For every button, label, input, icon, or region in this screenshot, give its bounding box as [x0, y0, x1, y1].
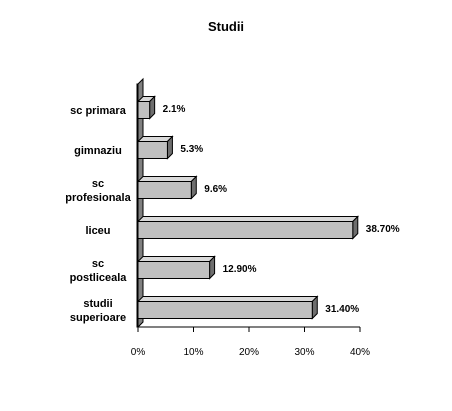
bar: [137, 141, 168, 159]
bar-top: [136, 216, 359, 222]
category-label-line: superioare: [70, 312, 126, 324]
category-label-line: sc: [92, 258, 104, 270]
category-label-line: profesionala: [65, 192, 131, 204]
bar: [137, 221, 354, 239]
category-labels: 2.1% sc primara 5.3% gimnaziu 9.6% sc profesio…: [65, 104, 400, 324]
x-tick-label: 40%: [350, 347, 370, 358]
bar: [137, 181, 192, 199]
data-label: 5.3%: [180, 144, 203, 155]
bars: [136, 95, 359, 320]
category-label-line: gimnaziu: [74, 145, 122, 157]
bar: [137, 261, 211, 279]
data-label: 2.1%: [163, 104, 186, 115]
category-label-line: sc primara: [70, 105, 127, 117]
bar-top: [136, 256, 216, 262]
data-label: 31.40%: [325, 304, 359, 315]
category-label-line: liceu: [85, 225, 110, 237]
x-tick-label: 0%: [131, 347, 146, 358]
category-label: sc profesionala: [65, 178, 131, 204]
category-label: studii superioare: [70, 298, 126, 324]
data-label: 12.90%: [223, 264, 257, 275]
category-label: sc postliceala: [70, 258, 128, 284]
bar-top: [136, 176, 198, 182]
category-label: gimnaziu: [74, 145, 122, 157]
data-label: 9.6%: [204, 184, 227, 195]
chart-title: Studii: [208, 19, 244, 34]
x-tick-label: 20%: [239, 347, 259, 358]
bar: [137, 101, 151, 119]
bar: [137, 301, 313, 319]
x-tick-label: 30%: [294, 347, 314, 358]
axis-wall-front: [136, 83, 139, 328]
category-label-line: studii: [83, 298, 112, 310]
x-tick-label: 10%: [183, 347, 203, 358]
category-label-line: sc: [92, 178, 104, 190]
bar-top: [136, 296, 319, 302]
category-label: sc primara: [70, 105, 127, 117]
category-label: liceu: [85, 225, 110, 237]
bar-top: [136, 136, 174, 142]
data-label: 38.70%: [366, 224, 400, 235]
category-label-line: postliceala: [70, 272, 128, 284]
